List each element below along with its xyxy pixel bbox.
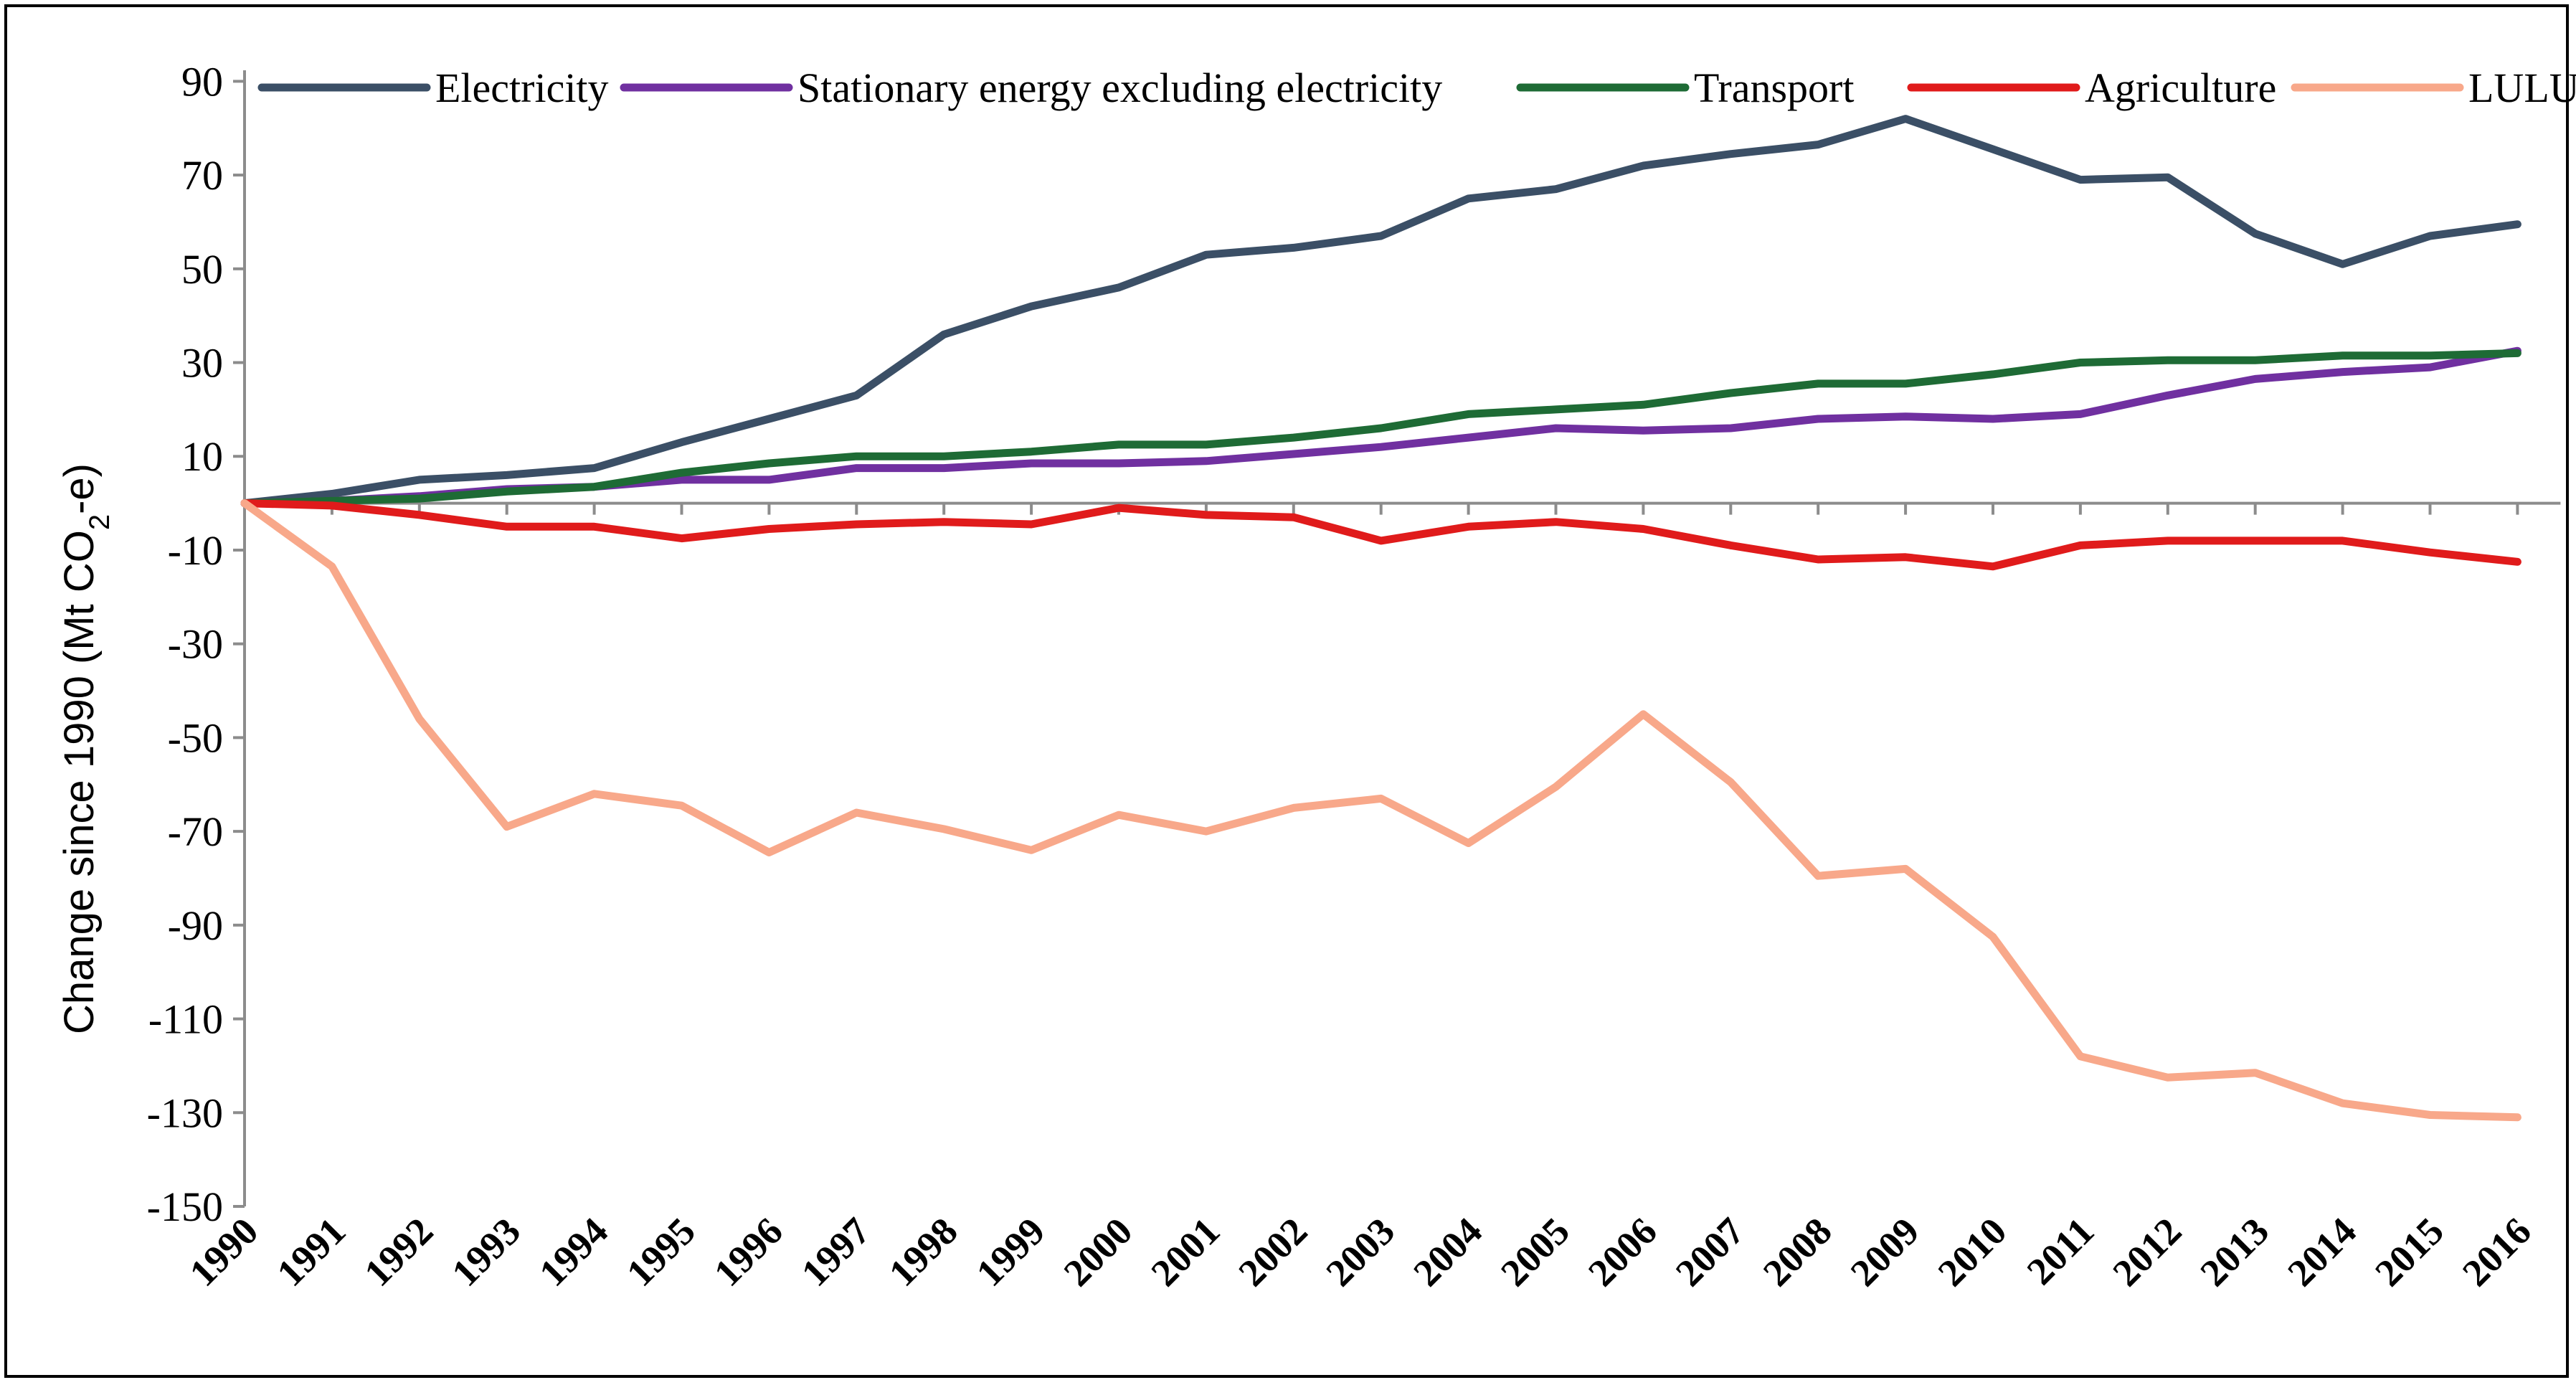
series-line-agriculture <box>240 499 2521 571</box>
y-tick-label: -50 <box>168 714 223 761</box>
x-tick-label: 2006 <box>1580 1209 1665 1295</box>
y-axis-label: Change since 1990 (Mt CO2-e) <box>56 463 115 1034</box>
x-tick-label: 1995 <box>618 1209 704 1295</box>
x-tick-label: 2013 <box>2192 1209 2277 1295</box>
x-tick-label: 1998 <box>881 1209 966 1295</box>
x-tick-label: 2003 <box>1317 1209 1403 1295</box>
x-tick-label: 2014 <box>2279 1209 2364 1295</box>
x-tick-label: 2010 <box>1930 1209 2015 1295</box>
series-line-lulucf <box>240 499 2521 1122</box>
y-tick-label: 30 <box>181 340 223 387</box>
series-line-electricity <box>240 115 2521 508</box>
x-tick-label: 2005 <box>1492 1209 1578 1295</box>
y-tick-label: -130 <box>147 1089 223 1136</box>
legend-label-lulucf: LULUCF <box>2468 65 2576 111</box>
chart-frame <box>4 4 2569 1378</box>
x-tick-label: 1999 <box>968 1209 1053 1295</box>
y-tick-label: 70 <box>181 152 223 199</box>
y-tick-label: 90 <box>181 58 223 105</box>
x-tick-label: 1994 <box>531 1209 616 1295</box>
x-tick-label: 2004 <box>1405 1209 1490 1295</box>
x-tick-label: 1991 <box>269 1209 354 1295</box>
legend-label-agriculture: Agriculture <box>2085 65 2276 111</box>
x-tick-label: 2001 <box>1143 1209 1228 1295</box>
y-tick-label: -90 <box>168 902 223 949</box>
legend-label-electricity: Electricity <box>435 65 609 111</box>
y-tick-label: -150 <box>147 1183 223 1230</box>
legend-label-transport: Transport <box>1694 65 1854 111</box>
y-tick-label: 10 <box>181 433 223 480</box>
x-tick-label: 2012 <box>2104 1209 2189 1295</box>
x-tick-label: 1997 <box>793 1209 879 1295</box>
x-tick-label: 1996 <box>706 1209 791 1295</box>
y-tick-label: -70 <box>168 808 223 855</box>
x-tick-label: 2002 <box>1230 1209 1315 1295</box>
x-tick-label: 2009 <box>1842 1209 1928 1295</box>
legend: Electricity Stationary energy excluding e… <box>257 65 2576 111</box>
y-tick-label: -110 <box>148 996 223 1043</box>
series-layer <box>240 115 2521 1122</box>
axes: 90 70 50 30 10 -10 -30 -50 -70 -90 -110 -130 -150 199… <box>147 58 2561 1295</box>
series-line-transport <box>240 349 2521 508</box>
y-tick-label: 50 <box>181 246 223 293</box>
x-tick-label: 1992 <box>356 1209 441 1295</box>
y-tick-label: -30 <box>168 621 223 668</box>
x-tick-label: 2008 <box>1755 1209 1840 1295</box>
y-tick-label: -10 <box>168 527 223 574</box>
x-tick-label: 2015 <box>2367 1209 2452 1295</box>
x-tick-label: 2007 <box>1667 1209 1753 1295</box>
x-tick-label: 2011 <box>2019 1209 2103 1293</box>
x-tick-label: 2016 <box>2454 1209 2539 1295</box>
x-tick-label: 2000 <box>1056 1209 1141 1295</box>
legend-label-stationary-energy-excluding-electricity: Stationary energy excluding electricity <box>797 65 1442 111</box>
x-tick-label: 1993 <box>443 1209 529 1295</box>
